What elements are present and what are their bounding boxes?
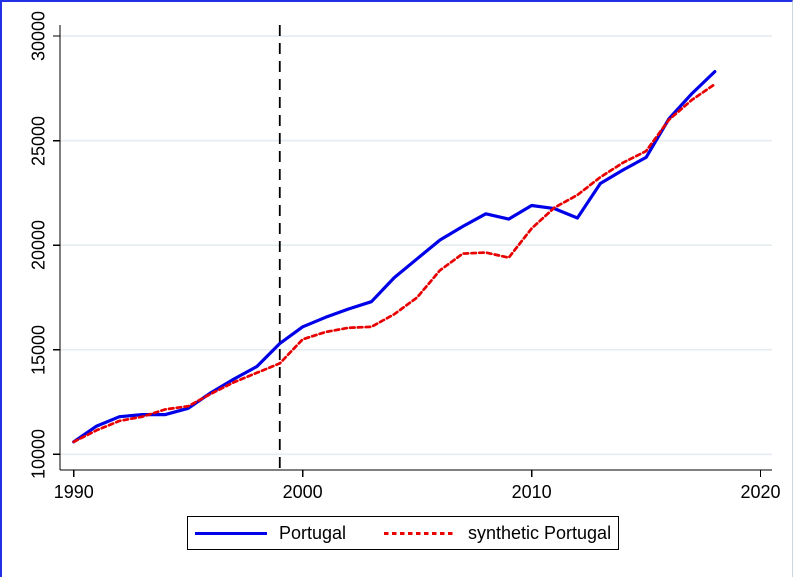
legend-label-portugal: Portugal [278, 522, 346, 543]
legend-swatch-synthetic-portugal [383, 531, 456, 535]
y-tick-label: 15000 [28, 324, 49, 375]
x-tick-label: 2020 [740, 482, 781, 502]
legend: Portugal synthetic Portugal [187, 516, 619, 550]
y-tick-label: 10000 [28, 429, 49, 480]
y-tick-label: 25000 [28, 115, 49, 166]
legend-label-synthetic-portugal: synthetic Portugal [467, 522, 612, 543]
x-tick-label: 1990 [53, 482, 94, 502]
series-line-synthetic-portugal [72, 82, 717, 444]
series-line-portugal [72, 70, 717, 444]
y-tick-label: 20000 [28, 220, 49, 271]
x-tick-label: 2010 [511, 482, 552, 502]
y-tick-label: 30000 [28, 11, 49, 62]
x-tick-label: 2000 [282, 482, 323, 502]
legend-swatch-portugal [194, 531, 267, 535]
